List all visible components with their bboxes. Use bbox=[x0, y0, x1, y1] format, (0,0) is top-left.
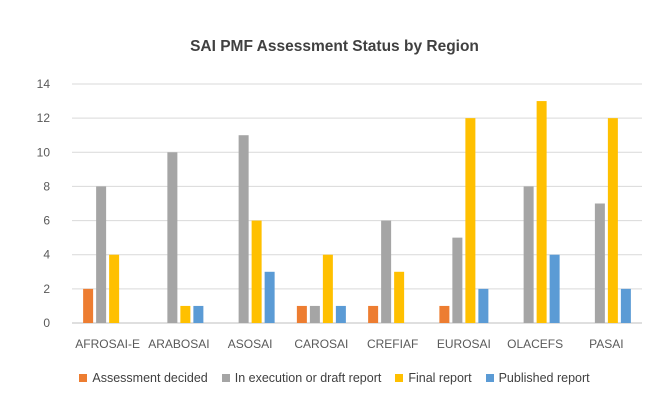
legend-item: Published report bbox=[485, 371, 590, 385]
x-tick-label: EUROSAI bbox=[437, 337, 491, 351]
bar bbox=[439, 305, 450, 323]
y-tick-label: 14 bbox=[37, 77, 51, 91]
bar bbox=[309, 305, 320, 323]
bar bbox=[620, 288, 631, 323]
bar bbox=[368, 305, 379, 323]
x-tick-label: ASOSAI bbox=[228, 337, 273, 351]
legend-swatch bbox=[79, 374, 88, 382]
bar bbox=[523, 186, 534, 323]
legend-item: Final report bbox=[395, 371, 472, 385]
bar bbox=[452, 237, 463, 323]
legend-swatch bbox=[485, 374, 494, 382]
bar bbox=[296, 305, 307, 323]
bar bbox=[83, 288, 94, 323]
y-tick-label: 4 bbox=[43, 248, 50, 262]
legend-label: Final report bbox=[408, 371, 472, 385]
legend-label: Published report bbox=[498, 371, 590, 385]
legend-item: In execution or draft report bbox=[221, 371, 382, 385]
legend-swatch bbox=[221, 374, 230, 382]
legend-label: Assessment decided bbox=[92, 371, 208, 385]
x-tick-label: CREFIAF bbox=[367, 337, 418, 351]
y-tick-label: 8 bbox=[43, 179, 50, 193]
chart-title: SAI PMF Assessment Status by Region bbox=[190, 38, 479, 55]
bar bbox=[167, 152, 178, 323]
bar bbox=[594, 203, 605, 323]
bar bbox=[264, 271, 275, 323]
legend-swatch bbox=[395, 374, 404, 382]
x-tick-label: OLACEFS bbox=[507, 337, 563, 351]
bar bbox=[465, 118, 476, 324]
bar bbox=[381, 220, 392, 323]
x-tick-label: PASAI bbox=[589, 337, 623, 351]
y-tick-label: 6 bbox=[43, 214, 50, 228]
bar bbox=[109, 254, 120, 323]
x-tick-label: ARABOSAI bbox=[148, 337, 209, 351]
bar bbox=[549, 254, 560, 323]
legend: Assessment decided In execution or draft … bbox=[0, 371, 669, 385]
bar bbox=[607, 118, 618, 324]
bar bbox=[251, 220, 262, 323]
bar bbox=[193, 305, 204, 323]
x-tick-label: CAROSAI bbox=[294, 337, 348, 351]
legend-item: Assessment decided bbox=[79, 371, 208, 385]
legend-label: In execution or draft report bbox=[234, 371, 382, 385]
y-tick-label: 10 bbox=[37, 145, 51, 159]
y-tick-label: 0 bbox=[43, 316, 50, 330]
x-tick-label: AFROSAI-E bbox=[75, 337, 140, 351]
bar bbox=[335, 305, 346, 323]
y-tick-label: 12 bbox=[37, 111, 51, 125]
bar bbox=[180, 305, 191, 323]
bar bbox=[238, 135, 249, 323]
bar bbox=[394, 271, 405, 323]
bar bbox=[478, 288, 489, 323]
bar bbox=[322, 254, 333, 323]
y-tick-label: 2 bbox=[43, 282, 50, 296]
bar bbox=[536, 101, 547, 323]
bar bbox=[96, 186, 107, 323]
